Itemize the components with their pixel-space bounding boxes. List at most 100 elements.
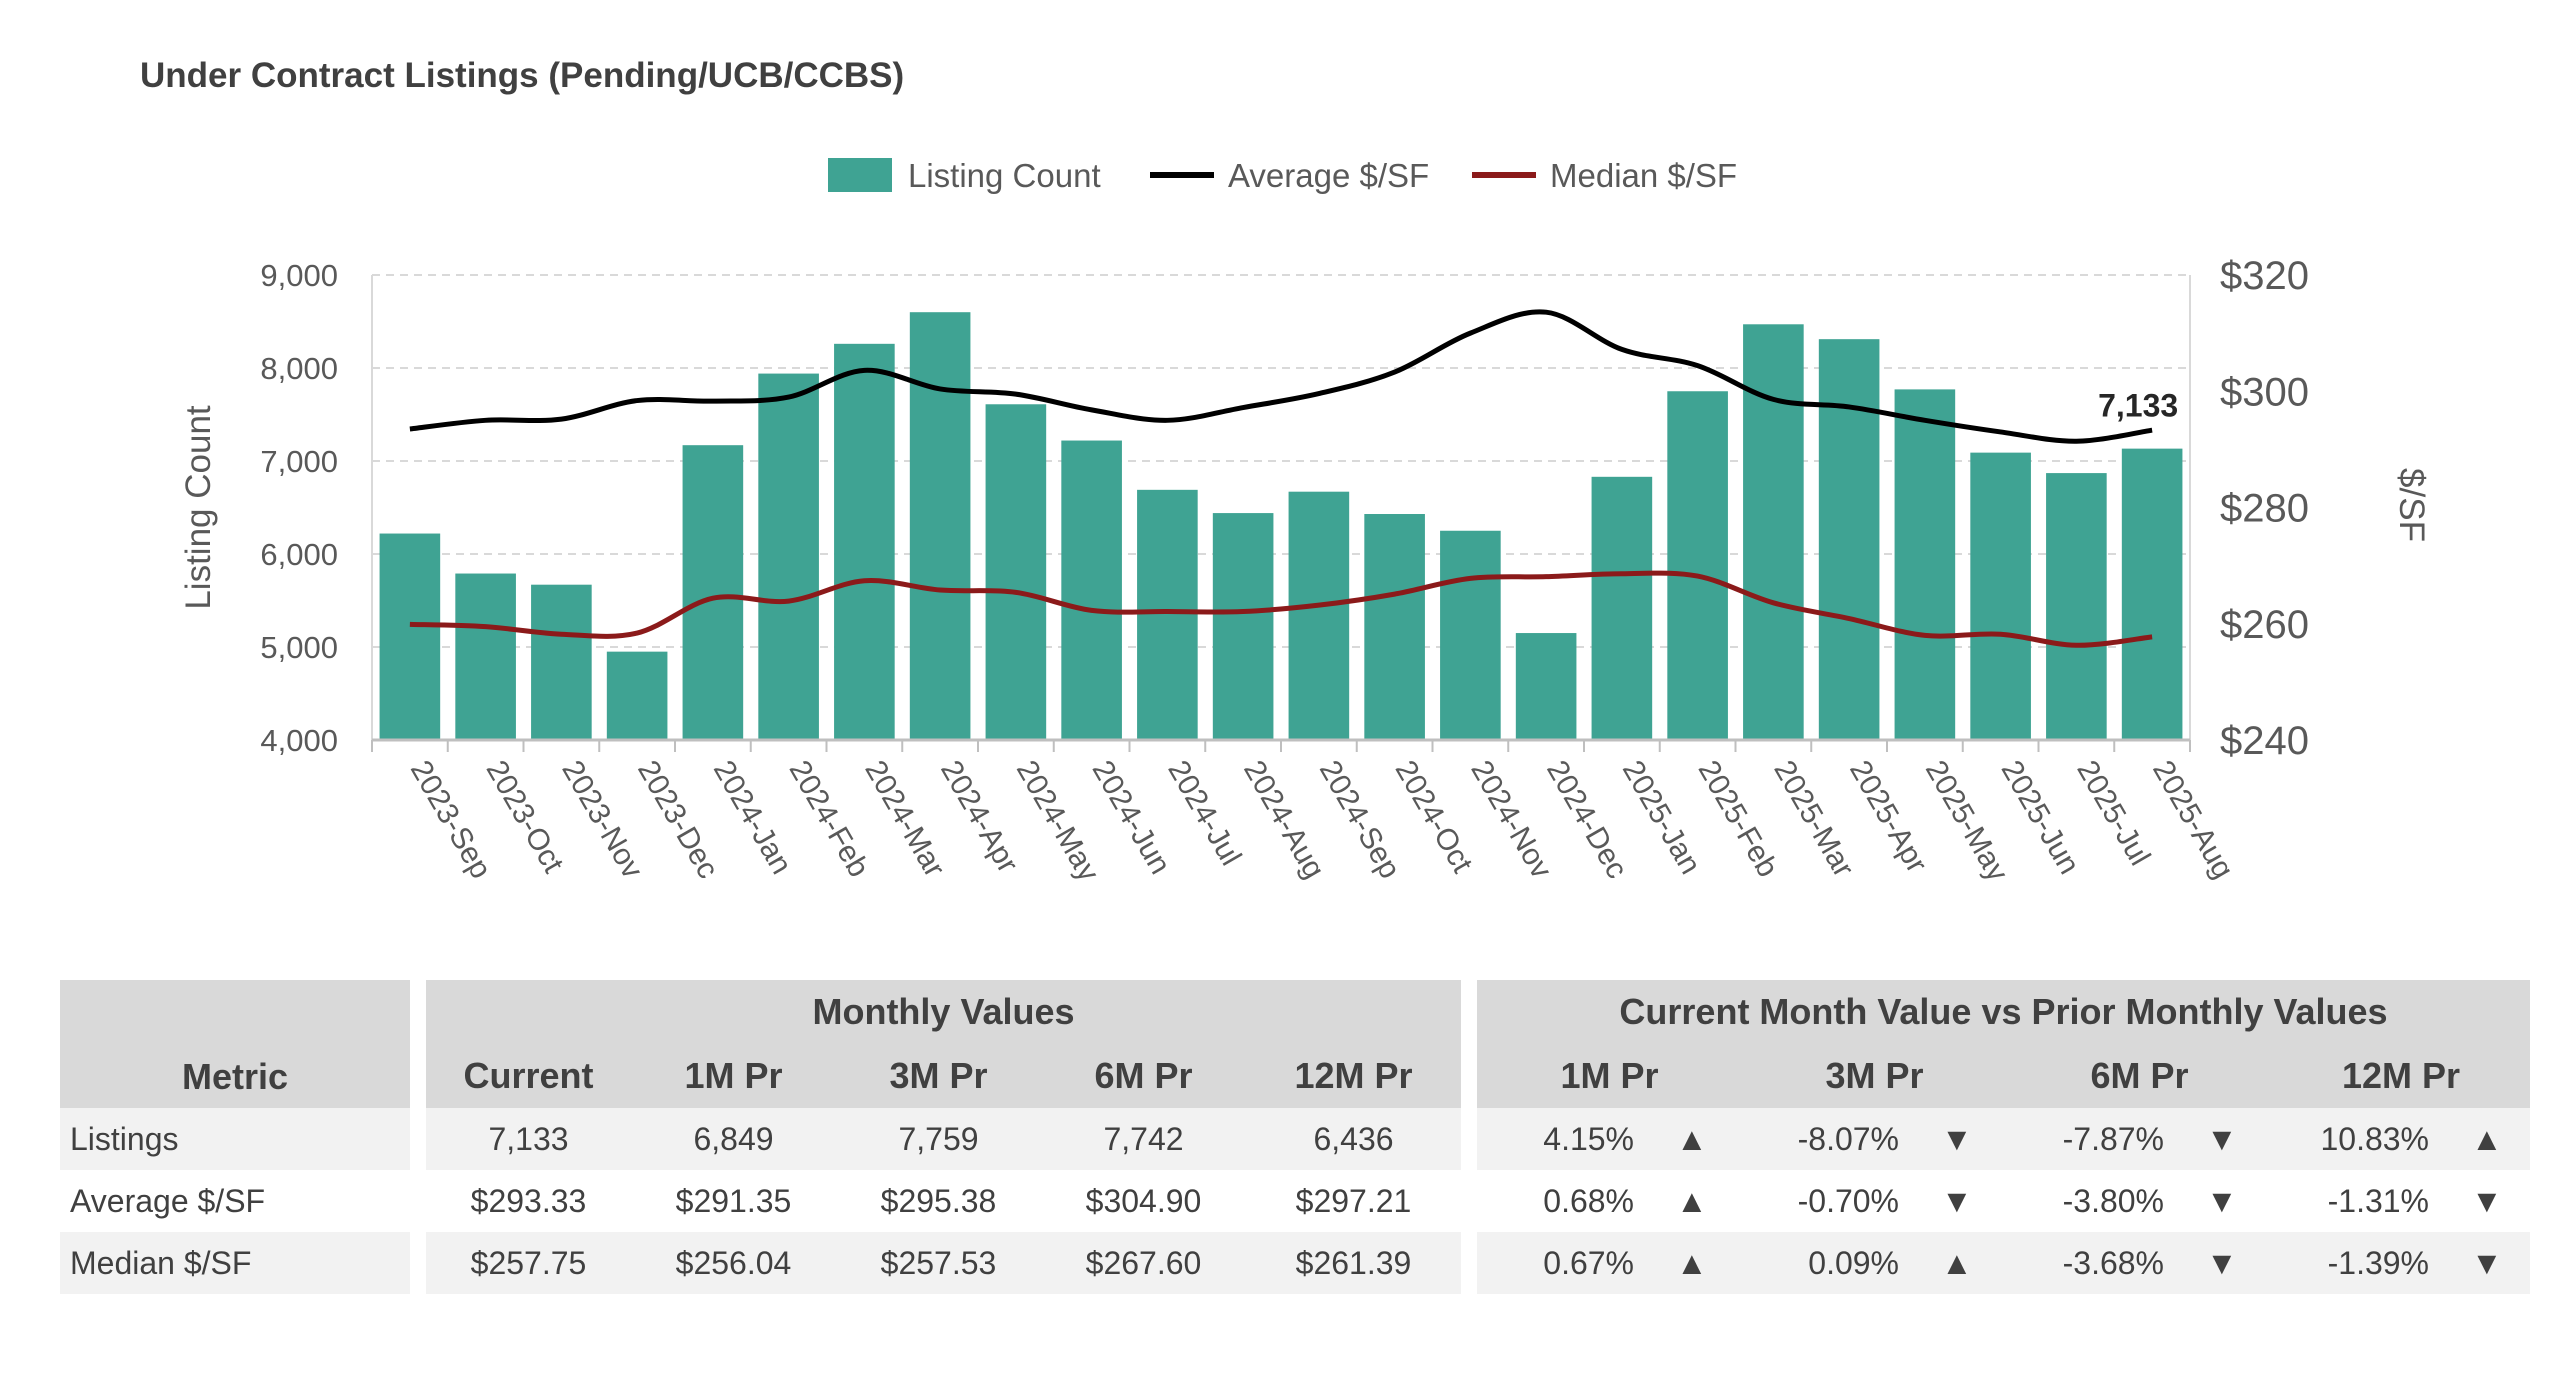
change-pct: 0.68% xyxy=(1477,1170,1642,1232)
legend-label: Average $/SF xyxy=(1228,157,1429,194)
value-cell: $295.38 xyxy=(836,1170,1041,1232)
metric-label: Average $/SF xyxy=(60,1170,410,1232)
bar xyxy=(985,404,1047,740)
legend-label: Listing Count xyxy=(908,157,1101,194)
bar xyxy=(1591,476,1653,740)
value-cell: $297.21 xyxy=(1246,1170,1461,1232)
data-label: 7,133 xyxy=(2098,388,2178,424)
bar xyxy=(1061,440,1122,740)
bar xyxy=(1818,339,1880,740)
change-pct: -3.68% xyxy=(2007,1232,2172,1294)
value-cell: $256.04 xyxy=(631,1232,836,1294)
bar xyxy=(834,343,895,740)
bar xyxy=(1440,530,1501,740)
y-right-tick: $300 xyxy=(2220,370,2309,414)
bar xyxy=(379,533,441,740)
monthly-values-header: Monthly Values xyxy=(426,980,1461,1044)
value-cell: 7,742 xyxy=(1041,1108,1246,1170)
y-right-tick: $280 xyxy=(2220,487,2309,531)
y-left-tick: 5,000 xyxy=(260,630,338,665)
bar xyxy=(2121,448,2183,740)
bar xyxy=(1667,391,1728,740)
y-right-axis-title: $/SF xyxy=(2392,468,2431,542)
combo-chart: 4,000 5,000 6,000 7,000 8,000 9,000 $240 $260 $2… xyxy=(179,157,2431,887)
bar xyxy=(1212,513,1274,740)
legend-swatch-listing-count xyxy=(828,158,892,192)
metric-header: Metric xyxy=(60,980,410,1108)
change-pct: -0.70% xyxy=(1742,1170,1907,1232)
value-cell: 7,759 xyxy=(836,1108,1041,1170)
legend-label: Median $/SF xyxy=(1550,157,1737,194)
table-row: Median $/SF $257.75 $256.04 $257.53 $267.60 $… xyxy=(60,1232,2530,1294)
metric-label: Median $/SF xyxy=(60,1232,410,1294)
change-pct: 10.83% xyxy=(2272,1108,2437,1170)
average-psf-line xyxy=(409,309,2153,444)
change-pct: -8.07% xyxy=(1742,1108,1907,1170)
x-tick-label: 2025-Aug xyxy=(2146,755,2240,884)
value-cell: 6,849 xyxy=(631,1108,836,1170)
down-arrow-icon: ▼ xyxy=(1907,1170,2007,1232)
value-col-header: Current xyxy=(426,1044,631,1108)
up-arrow-icon: ▲ xyxy=(1907,1232,2007,1294)
down-arrow-icon: ▼ xyxy=(2172,1232,2272,1294)
change-col-header: 12M Pr xyxy=(2272,1044,2530,1108)
value-cell: $291.35 xyxy=(631,1170,836,1232)
change-col-header: 1M Pr xyxy=(1477,1044,1742,1108)
bar xyxy=(1364,514,1425,740)
bar xyxy=(531,584,592,740)
value-cell: $261.39 xyxy=(1246,1232,1461,1294)
up-arrow-icon: ▲ xyxy=(2437,1108,2530,1170)
bar xyxy=(1137,489,1198,740)
value-cell: $304.90 xyxy=(1041,1170,1246,1232)
bar xyxy=(1894,389,1956,740)
y-left-tick: 7,000 xyxy=(260,444,338,479)
up-arrow-icon: ▲ xyxy=(1642,1232,1742,1294)
change-pct: -7.87% xyxy=(2007,1108,2172,1170)
median-psf-line xyxy=(409,570,2153,648)
table-row: Listings 7,133 6,849 7,759 7,742 6,436 4.15% ▲ -… xyxy=(60,1108,2530,1170)
y-right-tick: $240 xyxy=(2220,719,2309,763)
change-pct: 0.67% xyxy=(1477,1232,1642,1294)
y-left-tick: 9,000 xyxy=(260,258,338,293)
y-right-tick: $260 xyxy=(2220,603,2309,647)
value-cell: $257.75 xyxy=(426,1232,631,1294)
bar xyxy=(1288,491,1350,740)
change-pct: -1.39% xyxy=(2272,1232,2437,1294)
change-pct: 4.15% xyxy=(1477,1108,1642,1170)
y-left-axis-title: Listing Count xyxy=(179,405,218,610)
bar xyxy=(909,312,971,740)
change-col-header: 3M Pr xyxy=(1742,1044,2007,1108)
change-pct: -1.31% xyxy=(2272,1170,2437,1232)
up-arrow-icon: ▲ xyxy=(1642,1170,1742,1232)
bar xyxy=(2046,473,2107,740)
value-col-header: 6M Pr xyxy=(1041,1044,1246,1108)
value-cell: 6,436 xyxy=(1246,1108,1461,1170)
down-arrow-icon: ▼ xyxy=(2172,1108,2272,1170)
metric-label: Listings xyxy=(60,1108,410,1170)
down-arrow-icon: ▼ xyxy=(1907,1108,2007,1170)
x-tick-label: 2025-Jul xyxy=(2070,755,2156,871)
value-col-header: 12M Pr xyxy=(1246,1044,1461,1108)
value-cell: 7,133 xyxy=(426,1108,631,1170)
page-title: Under Contract Listings (Pending/UCB/CCB… xyxy=(140,56,905,95)
y-left-tick: 4,000 xyxy=(260,723,338,758)
bar xyxy=(1970,452,2031,740)
down-arrow-icon: ▼ xyxy=(2172,1170,2272,1232)
bar xyxy=(455,573,516,740)
change-pct: 0.09% xyxy=(1742,1232,1907,1294)
bar xyxy=(1515,633,1577,740)
value-col-header: 1M Pr xyxy=(631,1044,836,1108)
value-cell: $267.60 xyxy=(1041,1232,1246,1294)
up-arrow-icon: ▲ xyxy=(1642,1108,1742,1170)
y-left-tick: 6,000 xyxy=(260,537,338,572)
y-left-tick: 8,000 xyxy=(260,351,338,386)
comparison-header: Current Month Value vs Prior Monthly Val… xyxy=(1477,980,2530,1044)
x-tick-label: 2024-Jul xyxy=(1161,755,1247,871)
metrics-table: Metric Monthly Values Current Month Valu… xyxy=(60,980,2530,1294)
bar xyxy=(682,445,744,740)
bar xyxy=(758,373,819,740)
table-row: Average $/SF $293.33 $291.35 $295.38 $304.90… xyxy=(60,1170,2530,1232)
change-col-header: 6M Pr xyxy=(2007,1044,2272,1108)
bar xyxy=(1743,324,1804,740)
value-col-header: 3M Pr xyxy=(836,1044,1041,1108)
